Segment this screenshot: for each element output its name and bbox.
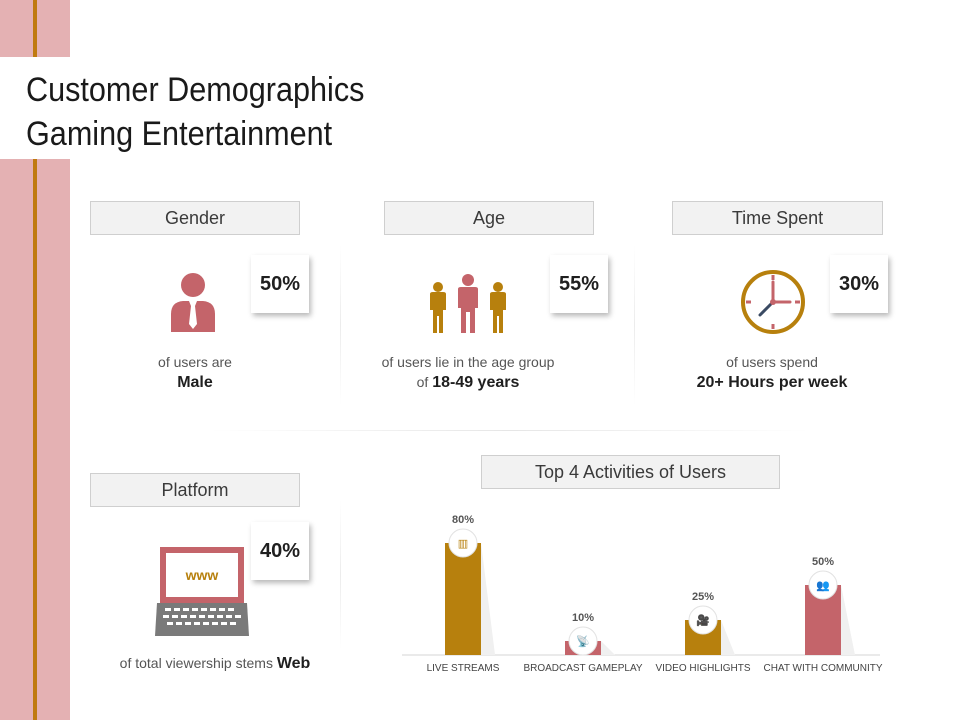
people-icon <box>425 272 513 339</box>
bar-value-label: 80% <box>452 514 474 526</box>
clock-icon <box>739 268 807 341</box>
gender-value: Male <box>177 374 213 391</box>
activities-label: Top 4 Activities of Users <box>481 455 780 489</box>
x-tick-label: CHAT WITH COMMUNITY <box>763 663 882 674</box>
x-tick-label: VIDEO HIGHLIGHTS <box>655 663 750 674</box>
platform-text: of total viewership stems <box>119 655 273 671</box>
laptop-icon: www <box>155 545 251 642</box>
video-camera-icon <box>688 605 718 635</box>
platform-description: of total viewership stems Web <box>100 653 330 674</box>
platform-value: Web <box>276 655 311 672</box>
bar-shadow <box>841 585 855 655</box>
time-percent-card: 30% <box>830 255 888 313</box>
platform-label: Platform <box>90 473 300 507</box>
age-label: Age <box>384 201 594 235</box>
title-line-2: Gaming Entertainment <box>26 115 333 153</box>
x-tick-label: BROADCAST GAMEPLAY <box>523 663 642 674</box>
time-description: of users spend 20+ Hours per week <box>672 352 872 393</box>
divider <box>340 500 341 650</box>
time-text: of users spend <box>726 354 818 370</box>
title-background <box>0 57 440 159</box>
bar-value-label: 25% <box>692 591 714 603</box>
title-line-1: Customer Demographics <box>26 71 365 109</box>
horizontal-divider <box>210 430 810 431</box>
activities-bar-chart: ▥ 80% LIVE STREAMS 📡 10% BROADCAST GAMEPLAY 🎥 2… <box>390 495 890 685</box>
bar-icon-glyph: 👥 <box>816 579 830 592</box>
bar-icon-glyph: 🎥 <box>696 614 710 627</box>
bar-value-label: 10% <box>572 612 594 624</box>
bar <box>445 543 481 655</box>
calendar-icon <box>448 528 478 558</box>
person-icon <box>167 270 219 339</box>
page-title: Customer Demographics Gaming Entertainme… <box>26 68 364 156</box>
platform-percent-card: 40% <box>251 522 309 580</box>
bar-icon-glyph: 📡 <box>576 634 590 648</box>
gender-text: of users are <box>158 354 232 370</box>
chat-people-icon <box>808 570 838 600</box>
bar-shadow <box>601 641 615 655</box>
bar-shadow <box>481 543 495 655</box>
age-value: 18-49 years <box>432 374 520 391</box>
age-description: of users lie in the age group of 18-49 y… <box>368 352 568 393</box>
divider <box>634 245 635 405</box>
age-text: of users lie in the age group <box>381 354 555 370</box>
divider <box>340 245 341 405</box>
x-tick-label: LIVE STREAMS <box>427 663 500 674</box>
time-value: 20+ Hours per week <box>696 374 848 391</box>
gender-label: Gender <box>90 201 300 235</box>
age-percent-card: 55% <box>550 255 608 313</box>
laptop-screen-text: www <box>185 567 219 583</box>
age-prefix: of <box>416 374 429 390</box>
satellite-dish-icon <box>568 626 598 656</box>
bar-icon-glyph: ▥ <box>458 537 468 550</box>
time-spent-label: Time Spent <box>672 201 883 235</box>
gender-description: of users are Male <box>125 352 265 393</box>
gender-percent-card: 50% <box>251 255 309 313</box>
bar-shadow <box>721 620 735 655</box>
bar-value-label: 50% <box>812 556 834 568</box>
side-accent-line <box>33 0 37 720</box>
